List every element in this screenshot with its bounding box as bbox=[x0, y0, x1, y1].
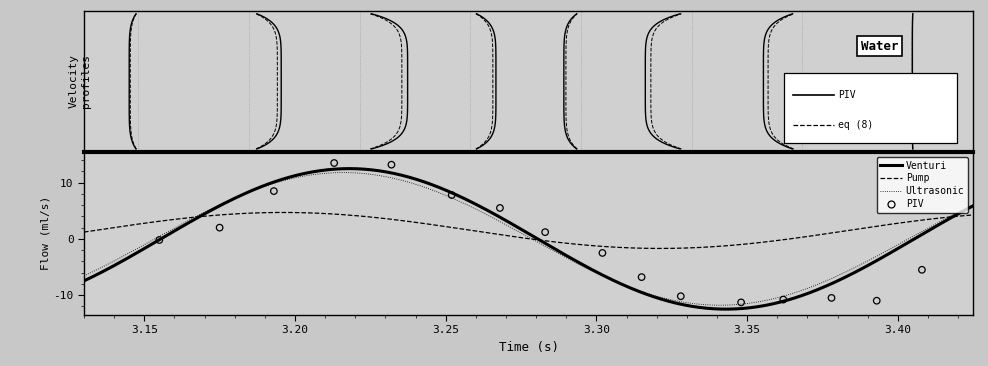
Ultrasonic bbox=[482, 213, 494, 217]
Line: Pump: Pump bbox=[84, 212, 973, 249]
Pump bbox=[78, 230, 90, 234]
Venturi bbox=[344, 167, 356, 171]
Pump bbox=[308, 211, 320, 215]
Pump bbox=[604, 244, 616, 249]
PIV bbox=[868, 298, 884, 304]
Venturi bbox=[78, 279, 90, 283]
Pump bbox=[235, 211, 247, 216]
Venturi bbox=[967, 203, 979, 208]
PIV bbox=[492, 205, 508, 211]
Ultrasonic bbox=[674, 299, 686, 304]
Venturi bbox=[235, 193, 247, 197]
Pump bbox=[675, 246, 687, 250]
PIV bbox=[776, 297, 791, 303]
Y-axis label: Flow (ml/s): Flow (ml/s) bbox=[41, 196, 50, 270]
Pump bbox=[967, 213, 979, 217]
Ultrasonic bbox=[751, 300, 763, 305]
PIV bbox=[326, 160, 342, 166]
Venturi bbox=[604, 276, 616, 281]
PIV bbox=[673, 293, 689, 299]
Pump bbox=[654, 246, 666, 251]
PIV bbox=[824, 295, 840, 301]
PIV bbox=[383, 162, 399, 168]
Text: Water: Water bbox=[862, 40, 898, 53]
Ultrasonic bbox=[713, 303, 725, 307]
PIV bbox=[211, 225, 227, 231]
Venturi bbox=[482, 208, 494, 213]
Pump bbox=[482, 231, 494, 235]
Venturi bbox=[306, 170, 318, 174]
Ultrasonic bbox=[306, 172, 318, 177]
Pump bbox=[277, 210, 288, 214]
Line: Ultrasonic: Ultrasonic bbox=[84, 172, 973, 305]
Pump bbox=[751, 241, 763, 245]
Ultrasonic bbox=[78, 274, 90, 278]
Ultrasonic bbox=[967, 202, 979, 207]
Venturi bbox=[751, 305, 763, 309]
Ultrasonic bbox=[338, 170, 350, 175]
Line: Venturi: Venturi bbox=[84, 169, 973, 309]
PIV bbox=[633, 274, 649, 280]
PIV bbox=[537, 229, 553, 235]
PIV bbox=[595, 250, 611, 256]
Ultrasonic bbox=[235, 193, 247, 197]
PIV bbox=[914, 267, 930, 273]
PIV bbox=[151, 237, 167, 243]
Ultrasonic bbox=[604, 277, 616, 281]
PIV bbox=[444, 192, 459, 198]
Y-axis label: Velocity
profiles: Velocity profiles bbox=[69, 55, 91, 108]
FancyBboxPatch shape bbox=[783, 73, 957, 143]
X-axis label: Time (s): Time (s) bbox=[499, 341, 558, 354]
Venturi bbox=[674, 302, 686, 306]
Legend: Venturi, Pump, Ultrasonic, PIV: Venturi, Pump, Ultrasonic, PIV bbox=[876, 157, 968, 213]
Venturi bbox=[719, 307, 731, 311]
Text: PIV: PIV bbox=[838, 90, 856, 100]
PIV bbox=[266, 188, 282, 194]
PIV bbox=[733, 299, 749, 305]
Text: eq (8): eq (8) bbox=[838, 120, 873, 130]
